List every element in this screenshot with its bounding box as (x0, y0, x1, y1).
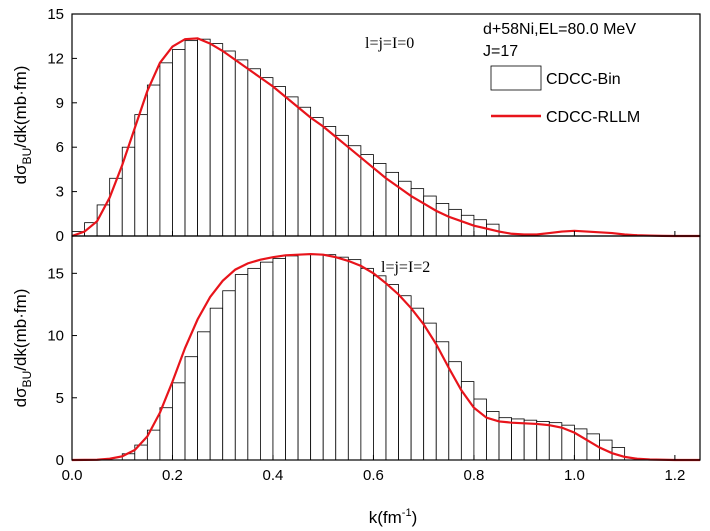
histogram-bin (310, 117, 324, 237)
histogram-bin (335, 134, 349, 237)
histogram-bin (209, 307, 224, 461)
histogram-bin (322, 126, 337, 237)
y-axis-label: dσBU/dk(mb·fm) (11, 289, 34, 408)
histogram-bin (435, 341, 450, 461)
histogram-bin (297, 254, 312, 461)
histogram-bin (172, 382, 186, 461)
histogram-bin (172, 49, 186, 237)
x-tick-label: 1.0 (564, 467, 585, 484)
histogram-bin (373, 275, 387, 461)
panel-annotation: l=j=I=2 (381, 259, 430, 276)
x-tick-label: 1.2 (664, 467, 685, 484)
histogram-bin (322, 254, 337, 461)
histogram-bin (159, 407, 173, 461)
histogram-bin (347, 259, 362, 461)
x-tick-label: 0.0 (62, 467, 83, 484)
x-tick-label: 0.4 (263, 467, 284, 484)
histogram-bin (511, 418, 525, 461)
histogram-bin (423, 322, 437, 461)
histogram-bin (209, 43, 224, 237)
histogram-bin (435, 203, 450, 237)
legend-title-line1: d+58Ni,EL=80.0 MeV (483, 21, 636, 38)
legend-bin-label: CDCC-Bin (546, 71, 621, 88)
histogram-bin (523, 419, 538, 461)
legend-curve-label: CDCC-RLLM (546, 109, 640, 126)
histogram-bin (448, 361, 462, 461)
x-tick-label: 0.2 (162, 467, 183, 484)
legend-bin-swatch (490, 65, 542, 91)
legend-title-line2: J=17 (483, 43, 518, 60)
y-axis-label: dσBU/dk(mb·fm) (11, 66, 34, 185)
panel-annotation: l=j=I=0 (365, 35, 414, 52)
histogram-bin (222, 50, 236, 237)
top-panel: 0 3 6 9 12 15 dσBU/dk(mb·fm) l=j=I=0 (11, 6, 701, 245)
histogram-bin (410, 188, 425, 237)
histogram-bin (234, 59, 249, 237)
histogram-bin (536, 421, 550, 461)
histogram-bin (448, 208, 462, 237)
histogram-bin (234, 274, 249, 461)
histogram-bin (335, 256, 349, 461)
histogram-bin (247, 267, 261, 461)
histogram-bin (498, 417, 513, 461)
histogram-bin (159, 62, 173, 237)
plot-frame (71, 235, 701, 461)
y-tick-label: 15 (47, 265, 64, 282)
legend: d+58Ni,EL=80.0 MeV J=17 CDCC-Bin CDCC-RL… (483, 21, 640, 126)
y-tick-label: 0 (56, 452, 64, 469)
histogram-bin (247, 68, 261, 237)
histogram-bin (272, 86, 286, 237)
y-tick-label: 10 (47, 328, 64, 345)
histogram-bin (134, 114, 148, 237)
histogram-bin (184, 356, 198, 461)
histogram-bin (146, 84, 161, 237)
histogram-bin (285, 255, 299, 461)
histogram-bin (297, 106, 312, 237)
histogram-bin (347, 145, 362, 237)
histogram-bin (259, 261, 274, 461)
histogram-bin (398, 295, 412, 461)
histogram-bin (285, 96, 299, 237)
histogram-bin (310, 254, 324, 461)
histogram-bin (423, 195, 437, 237)
y-tick-label: 12 (47, 50, 64, 67)
bottom-panel: 0 5 10 15 0.0 0.2 0.4 0.6 0.8 1.0 1.2 dσBU/dk(mb·fm… (11, 235, 701, 484)
histogram-bin (360, 267, 374, 461)
rllm-curve (71, 252, 700, 462)
x-axis-label: k(fm-1) (369, 507, 418, 527)
y-tick-label: 9 (56, 95, 64, 112)
histogram-bin (109, 177, 123, 237)
x-axis-label-sup: -1 (402, 507, 412, 519)
x-tick-label: 0.8 (463, 467, 484, 484)
y-tick-label: 3 (56, 184, 64, 201)
y-tick-label: 0 (56, 228, 64, 245)
rllm-curve (71, 37, 700, 238)
histogram-bin (222, 290, 236, 461)
histogram-bin (184, 40, 198, 237)
histogram-bin (197, 331, 211, 461)
y-tick-label: 6 (56, 139, 64, 156)
histogram-bin (259, 77, 274, 237)
histogram-bin (410, 307, 425, 461)
y-tick-label: 5 (56, 390, 64, 407)
histogram-bin (385, 284, 399, 461)
y-tick-label: 15 (47, 6, 64, 23)
histogram-bin (197, 38, 211, 237)
x-tick-label: 0.6 (363, 467, 384, 484)
histogram-bin (272, 257, 286, 461)
